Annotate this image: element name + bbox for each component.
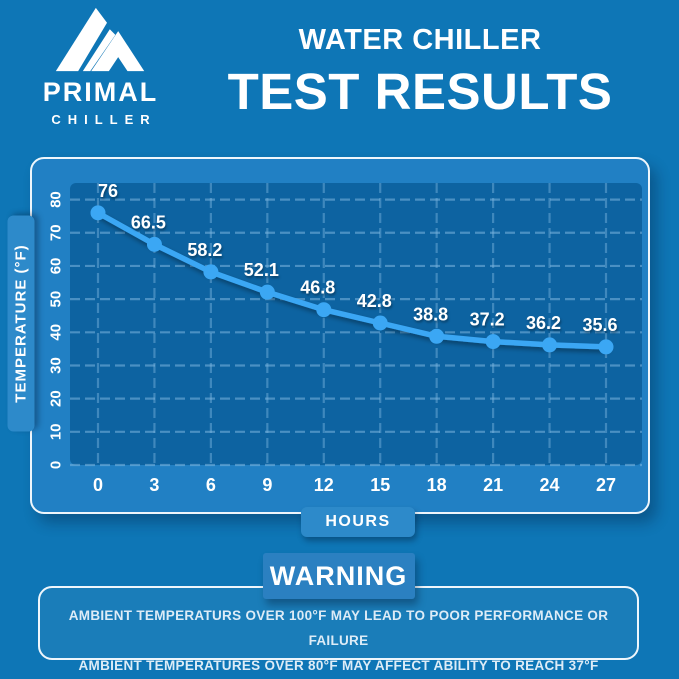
svg-text:38.8: 38.8 [413, 304, 448, 324]
svg-text:3: 3 [149, 475, 159, 495]
svg-text:10: 10 [47, 423, 64, 440]
svg-text:50: 50 [47, 290, 64, 307]
chart-panel: 0 10 20 30 40 50 60 70 80 0 3 6 9 12 15 18 21 24 27 76 66.5 5… [30, 157, 650, 537]
svg-text:30: 30 [47, 357, 64, 374]
svg-text:18: 18 [426, 475, 446, 495]
svg-text:60: 60 [47, 257, 64, 274]
mountain-icon [55, 7, 145, 72]
svg-text:36.2: 36.2 [526, 312, 561, 332]
title-line-1: WATER CHILLER [298, 24, 542, 56]
y-axis-label: TEMPERATURE (°F) [7, 215, 35, 432]
svg-text:20: 20 [47, 390, 64, 407]
svg-text:24: 24 [539, 475, 559, 495]
svg-text:42.8: 42.8 [356, 291, 391, 311]
svg-text:66.5: 66.5 [130, 212, 165, 232]
brand-name: PRIMAL [42, 77, 159, 107]
warning-box: WARNING AMBIENT TEMPERATURS OVER 100°F M… [38, 553, 639, 673]
svg-text:21: 21 [483, 475, 503, 495]
svg-text:52.1: 52.1 [243, 260, 278, 280]
brand-subname: CHILLER [51, 112, 157, 127]
warning-text: AMBIENT TEMPERATURS OVER 100°F MAY LEAD … [40, 588, 637, 678]
svg-text:0: 0 [47, 460, 64, 468]
warning-line-1: AMBIENT TEMPERATURS OVER 100°F MAY LEAD … [68, 608, 609, 648]
svg-text:76: 76 [97, 180, 117, 200]
svg-text:6: 6 [205, 475, 215, 495]
svg-text:58.2: 58.2 [187, 239, 222, 259]
x-axis-label: HOURS [301, 507, 415, 537]
svg-text:80: 80 [47, 191, 64, 208]
svg-text:12: 12 [313, 475, 333, 495]
svg-text:0: 0 [92, 475, 102, 495]
svg-text:27: 27 [595, 475, 615, 495]
svg-text:40: 40 [47, 323, 64, 340]
svg-text:37.2: 37.2 [469, 309, 504, 329]
svg-text:9: 9 [262, 475, 272, 495]
svg-text:70: 70 [47, 224, 64, 241]
warning-badge: WARNING [262, 553, 415, 599]
line-chart: 0 10 20 30 40 50 60 70 80 0 3 6 9 12 15 18 21 24 27 76 66.5 5… [47, 180, 642, 495]
title-line-2: TEST RESULTS [227, 63, 613, 120]
svg-text:35.6: 35.6 [582, 314, 617, 334]
svg-text:15: 15 [370, 475, 390, 495]
warning-line-2: AMBIENT TEMPERATURES OVER 80°F MAY AFFEC… [78, 658, 599, 673]
page-title: WATER CHILLER TEST RESULTS [175, 24, 665, 121]
svg-text:46.8: 46.8 [300, 277, 335, 297]
brand-logo: PRIMAL CHILLER [28, 6, 173, 127]
